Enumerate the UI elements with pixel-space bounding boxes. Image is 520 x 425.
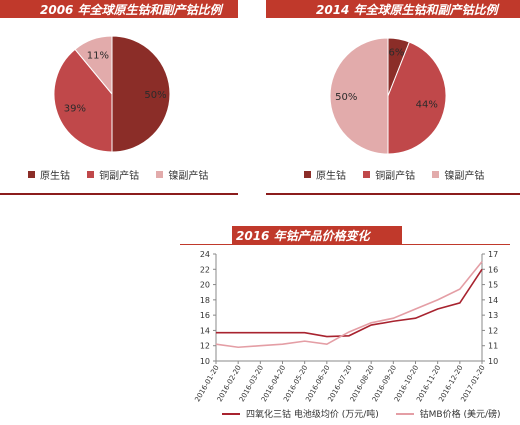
pie-2006-bottom-rule	[0, 193, 238, 195]
legend-swatch	[432, 171, 440, 178]
legend-swatch	[28, 171, 35, 178]
legend-item-nickel-byproduct: 镍副产钴	[432, 167, 484, 182]
pie-2006-legend: 原生钴 铜副产钴 镍副产钴	[28, 167, 222, 182]
line-title-bar	[232, 226, 402, 244]
pie-slice	[329, 37, 389, 155]
legend-label: 铜副产钴	[375, 171, 416, 182]
legend-item-cobalt-mb: 钴MB价格 (美元/磅)	[395, 407, 501, 420]
legend-line	[222, 412, 240, 415]
legend-swatch	[156, 171, 164, 178]
y-right-tick-label: 10	[488, 357, 498, 366]
y-left-tick-label: 16	[200, 311, 210, 320]
legend-label: 原生钴	[40, 171, 70, 182]
legend-label: 四氧化三钴 电池级均价 (万元/吨)	[246, 410, 379, 420]
pie-slice	[74, 35, 113, 96]
legend-label: 铜副产钴	[99, 171, 140, 182]
legend-label: 钴MB价格 (美元/磅)	[419, 410, 501, 420]
legend-line	[395, 412, 414, 415]
legend-item-copper-byproduct: 铜副产钴	[363, 167, 415, 182]
y-right-tick-label: 14	[488, 296, 498, 305]
y-right-tick-label: 17	[488, 250, 498, 259]
legend-item-primary-cobalt: 原生钴	[28, 167, 70, 182]
y-left-tick-label: 10	[200, 357, 210, 366]
pie-slice-label: 44%	[416, 99, 438, 110]
series-line	[216, 268, 483, 338]
pie-slice	[111, 35, 171, 153]
line-chart-2016: 101214161820222410111213141516172016-01-…	[193, 250, 498, 403]
legend-item-primary-cobalt: 原生钴	[304, 167, 346, 182]
legend-label: 原生钴	[316, 171, 346, 182]
pie-slice-label: 50%	[335, 92, 357, 103]
legend-swatch	[363, 171, 371, 178]
line-title-underline	[180, 244, 510, 245]
line-chart-legend: 四氧化三钴 电池级均价 (万元/吨) 钴MB价格 (美元/磅)	[222, 407, 515, 420]
legend-label: 镍副产钴	[444, 171, 485, 182]
x-tick-label: 2017-01-20	[459, 364, 486, 403]
y-right-tick-label: 12	[488, 326, 498, 335]
legend-item-copper-byproduct: 铜副产钴	[87, 167, 139, 182]
pie-slice-label: 39%	[64, 103, 86, 114]
y-right-tick-label: 13	[488, 311, 498, 320]
pie-chart-2014: 6% 44% 50%	[329, 37, 447, 155]
pie-chart-2006: 50% 39% 11%	[53, 35, 171, 153]
y-left-tick-label: 18	[200, 296, 210, 305]
pie-panel-2006: 2006 年全球原生钴和副产钴比例 50% 39% 11% 原生钴 铜副产钴 镍副产…	[0, 0, 238, 196]
y-left-tick-label: 22	[200, 265, 210, 274]
y-right-tick-label: 15	[488, 281, 498, 290]
pie-slice-label: 50%	[144, 90, 166, 101]
pie-2014-title-bar	[266, 0, 520, 18]
y-left-tick-label: 24	[200, 250, 210, 259]
pie-slice	[53, 48, 113, 153]
y-left-tick-label: 20	[200, 281, 210, 290]
legend-label: 镍副产钴	[168, 171, 209, 182]
line-chart-title: 2016 年钴产品价格变化	[236, 229, 370, 243]
line-panel-2016: 2016 年钴产品价格变化 10 12 14 16 18 20 22 24 10 11 12 13 14…	[180, 226, 520, 425]
pie-2014-bottom-rule	[266, 193, 520, 195]
legend-item-nickel-byproduct: 镍副产钴	[156, 167, 208, 182]
pie-2014-title: 2014 年全球原生钴和副产钴比例	[316, 3, 498, 17]
pie-slice-label: 6%	[389, 48, 405, 59]
pie-2006-title: 2006 年全球原生钴和副产钴比例	[40, 3, 222, 17]
legend-swatch	[304, 171, 311, 178]
legend-item-cobalt-oxide: 四氧化三钴 电池级均价 (万元/吨)	[222, 407, 379, 420]
legend-swatch	[87, 171, 95, 178]
pie-panel-2014: 2014 年全球原生钴和副产钴比例 6% 44% 50% 原生钴 铜副产钴 镍副产钴	[266, 0, 520, 196]
pie-2006-title-bar	[0, 0, 238, 18]
y-left-tick-label: 12	[200, 342, 210, 351]
series-line	[215, 261, 483, 349]
y-right-tick-label: 11	[488, 342, 498, 351]
pie-slice	[387, 41, 447, 155]
y-right-tick-label: 16	[488, 265, 498, 274]
pie-slice-label: 11%	[87, 51, 109, 62]
y-left-tick-label: 14	[200, 326, 210, 335]
pie-2014-legend: 原生钴 铜副产钴 镍副产钴	[304, 167, 498, 182]
